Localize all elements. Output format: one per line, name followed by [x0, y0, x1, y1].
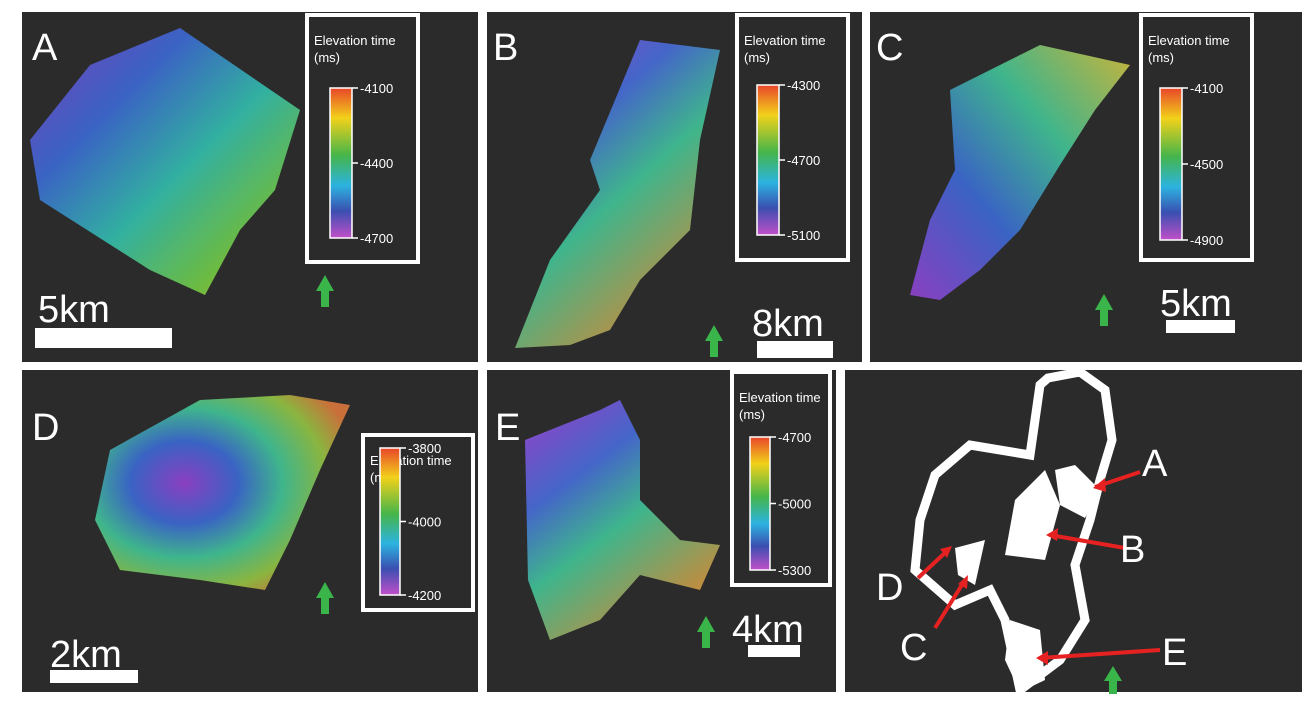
- color-bar: [380, 448, 400, 595]
- color-bar: [750, 437, 770, 570]
- map-label: A: [1142, 443, 1168, 485]
- legend-tick-label: -4300: [787, 78, 820, 93]
- legend-tick-label: -4900: [1190, 233, 1223, 248]
- legend-tick-label: -3800: [408, 441, 441, 456]
- color-bar: [330, 88, 352, 238]
- panel-label: B: [493, 27, 518, 69]
- legend-title: Elevation time: [744, 33, 826, 48]
- scale-label: 8km: [752, 303, 824, 345]
- color-bar: [757, 85, 779, 235]
- panel-label: A: [32, 27, 58, 69]
- panel-label: C: [876, 27, 903, 69]
- scale-bar: [748, 645, 800, 657]
- legend-unit: (ms): [314, 50, 340, 65]
- legend-tick-label: -4000: [408, 515, 441, 530]
- legend-tick-label: -4100: [1190, 81, 1223, 96]
- legend-title: Elevation time: [1148, 33, 1230, 48]
- legend-unit: (ms): [739, 407, 765, 422]
- legend-unit: (ms): [744, 50, 770, 65]
- legend-tick-label: -5000: [778, 497, 811, 512]
- scale-bar: [35, 328, 172, 348]
- legend-tick-label: -5300: [778, 563, 811, 578]
- legend-tick-label: -4500: [1190, 157, 1223, 172]
- legend-tick-label: -4700: [778, 430, 811, 445]
- panel-label: D: [32, 407, 59, 449]
- scale-label: 2km: [50, 634, 122, 676]
- legend-tick-label: -4700: [787, 153, 820, 168]
- panel-label: E: [495, 407, 520, 449]
- legend-tick-label: -4700: [360, 231, 393, 246]
- legend-tick-label: -5100: [787, 228, 820, 243]
- scale-label: 5km: [38, 289, 110, 331]
- scale-label: 4km: [732, 609, 804, 651]
- legend-title: Elevation time: [739, 390, 821, 405]
- legend-title: Elevation time: [314, 33, 396, 48]
- legend-unit: (ms): [1148, 50, 1174, 65]
- map-label: C: [900, 627, 927, 669]
- map-label: B: [1120, 529, 1145, 571]
- legend-tick-label: -4200: [408, 588, 441, 603]
- scale-bar: [1166, 320, 1235, 333]
- scale-bar: [757, 341, 833, 358]
- color-bar: [1160, 88, 1182, 240]
- scale-bar: [50, 670, 138, 683]
- map-label: D: [876, 567, 903, 609]
- legend-tick-label: -4400: [360, 156, 393, 171]
- map-label: E: [1162, 632, 1187, 674]
- scale-label: 5km: [1160, 283, 1232, 325]
- legend-tick-label: -4100: [360, 81, 393, 96]
- figure: A Elevation time (ms) -4100 -4400 -4700 5km B El…: [0, 0, 1314, 702]
